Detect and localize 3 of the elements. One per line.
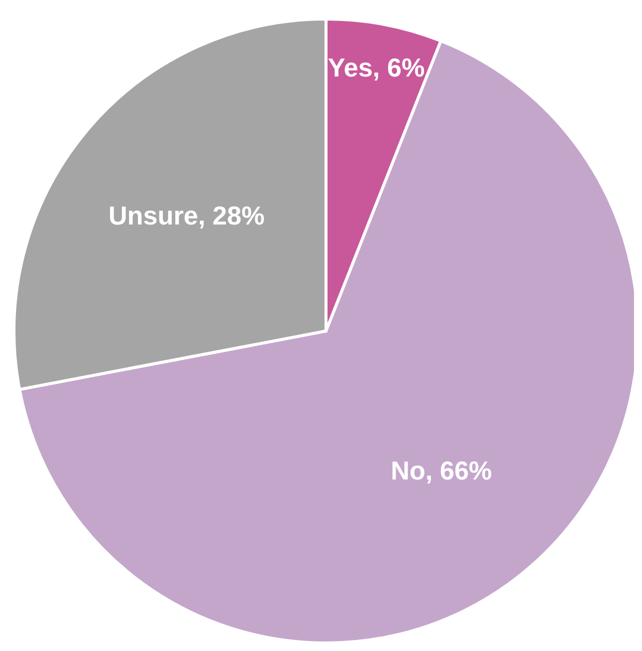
slice-label: No, 66% <box>390 455 492 486</box>
slice-label: Yes, 6% <box>328 52 425 82</box>
slice-label: Unsure, 28% <box>108 200 265 231</box>
